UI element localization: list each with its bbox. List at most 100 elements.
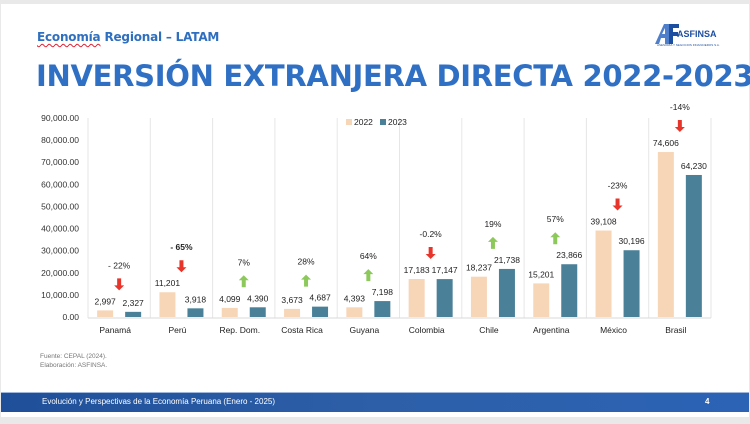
- bar-2023: [436, 279, 453, 317]
- data-label-2023: 7,198: [372, 287, 394, 297]
- data-label-2022: 11,201: [155, 278, 181, 288]
- bar-2022: [657, 152, 674, 317]
- legend-label-2023: 2023: [388, 117, 407, 127]
- source-note: Fuente: CEPAL (2024). Elaboración: ASFIN…: [40, 352, 107, 370]
- legend-swatch-2023: [380, 119, 386, 125]
- data-label-2023: 3,918: [185, 294, 207, 304]
- bar-2023: [623, 250, 640, 317]
- bar-2022: [408, 279, 425, 317]
- bar-2022: [470, 276, 487, 317]
- data-labels: 2,997 2,327 11,201 3,918 4,099 4,390 3,673 4,68…: [95, 138, 708, 308]
- page-number: 4: [705, 397, 710, 406]
- data-label-2023: 4,390: [247, 293, 269, 303]
- bar-2023: [125, 311, 142, 317]
- data-label-2022: 17,183: [404, 265, 430, 275]
- change-label: 19%: [484, 219, 501, 229]
- arrow-up-icon: [487, 236, 498, 249]
- arrow-up-icon: [363, 269, 374, 282]
- x-tick-label: Brasil: [665, 325, 686, 335]
- arrow-down-icon: [425, 247, 436, 260]
- bar-2023: [187, 308, 204, 317]
- change-label: -23%: [608, 181, 628, 191]
- change-label: 7%: [238, 257, 251, 267]
- y-axis: 0.00 10,000.00 20,000.00 30,000.00 40,000.00…: [41, 113, 79, 322]
- x-tick-label: Rep. Dom.: [219, 325, 260, 335]
- category-separators: [87, 118, 712, 318]
- y-tick-label: 60,000.00: [41, 179, 79, 189]
- bar-2022: [159, 292, 176, 317]
- bar-2022: [533, 283, 550, 317]
- change-annotations: - 22% - 65% 7% 28% 64% -0.2% 19% 57% -23% -14%: [108, 102, 690, 291]
- bar-2023: [249, 307, 266, 317]
- y-tick-label: 20,000.00: [41, 268, 79, 278]
- bar-2022: [284, 308, 301, 317]
- data-label-2022: 4,099: [219, 294, 241, 304]
- data-label-2023: 21,738: [494, 255, 520, 265]
- arrow-down-icon: [612, 198, 623, 211]
- data-label-2023: 4,687: [309, 293, 331, 303]
- data-label-2022: 4,393: [344, 293, 366, 303]
- y-tick-label: 40,000.00: [41, 224, 79, 234]
- source-line: Fuente: CEPAL (2024).: [40, 353, 107, 360]
- x-tick-label: México: [600, 325, 627, 335]
- arrow-up-icon: [550, 232, 561, 245]
- x-tick-label: Chile: [479, 325, 499, 335]
- change-label: 64%: [360, 251, 377, 261]
- change-label: - 22%: [108, 260, 131, 270]
- data-label-2023: 23,866: [556, 250, 582, 260]
- x-tick-label: Panamá: [99, 325, 131, 335]
- legend-label-2022: 2022: [354, 117, 373, 127]
- legend-swatch-2022: [346, 119, 352, 125]
- data-label-2022: 15,201: [528, 269, 554, 279]
- arrow-up-icon: [301, 274, 312, 287]
- bar-2022: [595, 230, 612, 317]
- change-label: -14%: [670, 102, 690, 112]
- bar-2023: [685, 174, 702, 317]
- data-label-2022: 3,673: [281, 295, 303, 305]
- elaboration-line: Elaboración: ASFINSA.: [40, 362, 108, 369]
- slide: [1, 4, 749, 417]
- subtitle-word-economia: Economía: [37, 30, 101, 44]
- y-tick-label: 80,000.00: [41, 135, 79, 145]
- y-tick-label: 10,000.00: [41, 290, 79, 300]
- y-tick-label: 30,000.00: [41, 246, 79, 256]
- x-tick-label: Colombia: [409, 325, 445, 335]
- arrow-down-icon: [674, 120, 685, 133]
- bar-2023: [561, 264, 578, 317]
- footer-text: Evolución y Perspectivas de la Economía …: [42, 397, 276, 406]
- data-label-2022: 39,108: [591, 217, 617, 227]
- asfinsa-logo: ASFINSA ASESORIA Y NEGOCIOS FINANCIEROS …: [655, 24, 730, 50]
- arrow-down-icon: [176, 260, 187, 273]
- data-label-2023: 64,230: [681, 161, 707, 171]
- logo-text: ASFINSA: [677, 29, 717, 39]
- bar-2023: [312, 306, 329, 317]
- legend: 2022 2023: [346, 117, 407, 127]
- footer-bar: Evolución y Perspectivas de la Economía …: [1, 392, 749, 412]
- x-tick-label: Costa Rica: [281, 325, 323, 335]
- bar-2022: [97, 310, 114, 317]
- section-subtitle: Economía Regional – LATAM: [37, 30, 219, 44]
- data-label-2023: 17,147: [432, 265, 458, 275]
- change-label: 28%: [298, 257, 315, 267]
- data-label-2023: 2,327: [123, 298, 145, 308]
- change-label: -0.2%: [420, 229, 443, 239]
- x-tick-label: Guyana: [349, 325, 379, 335]
- bar-2023: [498, 268, 515, 317]
- y-tick-label: 50,000.00: [41, 201, 79, 211]
- change-label: 57%: [547, 214, 564, 224]
- bar-2022: [346, 307, 363, 317]
- arrow-down-icon: [114, 278, 125, 291]
- bars: [97, 152, 702, 317]
- arrow-up-icon: [238, 275, 249, 288]
- subtitle-rest: Regional – LATAM: [100, 30, 220, 44]
- page-title: INVERSIÓN EXTRANJERA DIRECTA 2022-2023: [36, 59, 750, 93]
- data-label-2022: 18,237: [466, 263, 492, 273]
- x-tick-label: Argentina: [533, 325, 570, 335]
- y-tick-label: 70,000.00: [41, 157, 79, 167]
- af-logo-icon: [655, 24, 679, 44]
- x-tick-label: Perú: [168, 325, 186, 335]
- bar-2022: [221, 307, 238, 317]
- x-axis-labels: Panamá Perú Rep. Dom. Costa Rica Guyana Colom…: [99, 325, 686, 335]
- y-tick-label: 0.00: [62, 312, 79, 322]
